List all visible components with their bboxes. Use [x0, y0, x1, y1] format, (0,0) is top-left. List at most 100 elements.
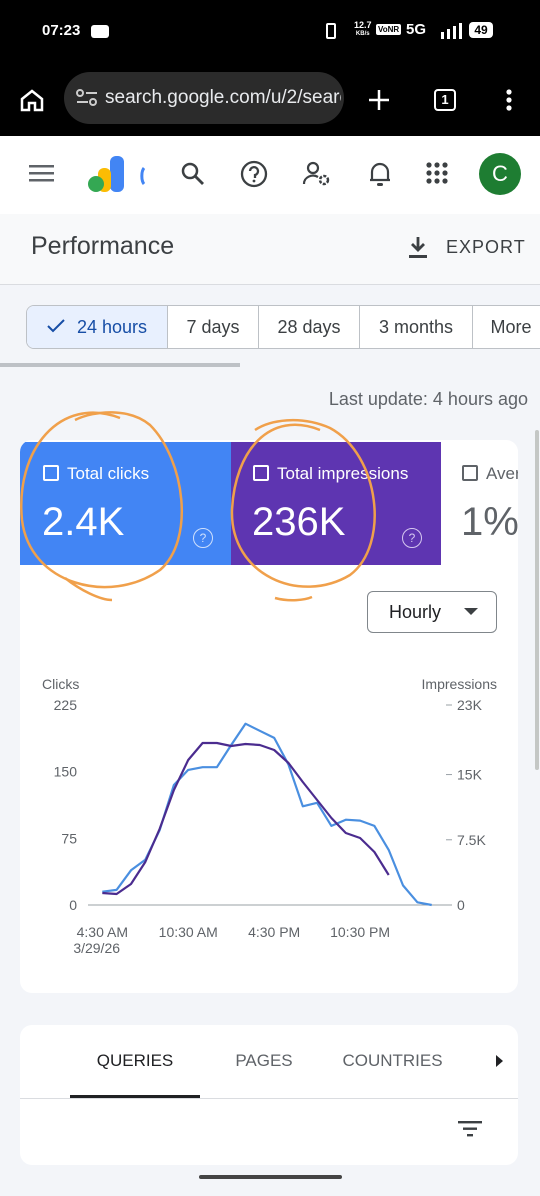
status-bar: 07:23 12.7 KB/s VoNR 5G 49	[0, 0, 540, 62]
metric-impressions[interactable]: Total impressions 236K ?	[231, 442, 441, 565]
tab-indicator	[70, 1095, 200, 1098]
help-icon[interactable]	[240, 160, 268, 188]
divider	[20, 1098, 518, 1099]
annotation-stroke	[64, 577, 113, 602]
granularity: Hourly	[389, 602, 442, 622]
filter-icon[interactable]	[458, 1121, 482, 1137]
annotation-circle	[20, 411, 184, 589]
x-tick-label: 4:30 PM	[248, 924, 300, 940]
search-icon[interactable]	[180, 161, 206, 187]
icon	[91, 25, 109, 38]
date-range-tabs: 24 hours 7 days 28 days 3 months More	[26, 305, 540, 349]
y2-tick-label: 7.5K	[457, 832, 486, 848]
speed-value: 12.7	[354, 20, 372, 30]
annotation-circle	[230, 418, 376, 588]
metric-value: 2.4K	[42, 500, 125, 544]
metric-value: 236K	[252, 500, 346, 544]
new-tab-button[interactable]	[367, 88, 391, 112]
metric-ctr[interactable]: Aver 1%	[441, 442, 518, 565]
y2-tick-label: 15K	[457, 767, 483, 783]
y2-tick-label: 23K	[457, 697, 483, 713]
date-tab-label: 28 days	[277, 317, 341, 337]
help-icon[interactable]: ?	[402, 528, 422, 548]
date-tab[interactable]: 24 hours	[27, 306, 168, 348]
metric-label: Total clicks	[67, 464, 150, 483]
metric-clicks[interactable]: Total clicks 2.4K ?	[20, 442, 231, 565]
header: Performance EXPORT	[0, 214, 540, 285]
checkbox[interactable]	[253, 465, 269, 481]
vonr: VoNR	[376, 24, 402, 35]
y-tick-label: 75	[61, 830, 77, 846]
time: 07:23	[42, 22, 81, 39]
x-tick-label: 4:30 AM 3/29/26	[73, 924, 128, 956]
vibrate-icon	[326, 23, 336, 39]
y2-tick-label: 0	[457, 897, 465, 913]
metric-label: Total impressions	[277, 464, 409, 483]
logo	[88, 156, 146, 192]
tab-pages[interactable]: PAGES	[235, 1051, 293, 1070]
date-tab[interactable]: 3 months	[360, 306, 473, 348]
x-tick-label-line: 4:30 AM	[77, 924, 128, 940]
date-tab-label: 7 days	[186, 317, 240, 337]
date-tab[interactable]: 7 days	[168, 306, 259, 348]
tab-count[interactable]: 1	[434, 89, 456, 111]
tabs-next[interactable]	[496, 1055, 504, 1067]
tab-queries[interactable]: QUERIES	[96, 1051, 174, 1070]
granularity-select[interactable]: Hourly	[367, 591, 497, 633]
date-tab-label: 24 hours	[76, 317, 148, 337]
speed-unit: KB/s	[355, 31, 370, 37]
x-tick-label: 10:30 AM	[159, 924, 218, 940]
y-tick-label: 0	[69, 897, 77, 913]
home-button[interactable]	[19, 88, 45, 112]
battery: 49	[469, 22, 493, 38]
annotation-stroke	[274, 595, 313, 602]
signal-icon	[441, 23, 462, 39]
page-scrollbar	[535, 430, 539, 770]
y-axis-title: Clicks	[42, 676, 79, 692]
y-tick-label: 225	[54, 697, 78, 713]
url-bar[interactable]: search.google.com/u/2/searc	[64, 72, 344, 124]
export-button[interactable]: EXPORT	[446, 237, 526, 257]
performance-card: Total clicks 2.4K ? Total impressions 23…	[20, 440, 518, 993]
y2-axis-title: Impressions	[422, 676, 497, 692]
url: search.google.com/u/2/searc	[105, 87, 341, 108]
date-tab-label: 3 months	[378, 317, 454, 337]
home-indicator	[199, 1175, 342, 1179]
menu-icon[interactable]	[29, 164, 55, 184]
y-tick-label: 150	[54, 764, 78, 780]
metric-value: 1%	[461, 500, 518, 544]
avatar[interactable]: C	[479, 153, 521, 195]
site-settings-icon[interactable]	[76, 89, 98, 107]
apps-icon[interactable]	[426, 162, 448, 184]
help-icon[interactable]: ?	[193, 528, 213, 548]
table-card: QUERIES PAGES COUNTRIES	[20, 1025, 518, 1165]
date-tab-label: More	[490, 317, 532, 337]
admin-icon[interactable]	[302, 160, 332, 188]
date-tab[interactable]: 28 days	[259, 306, 360, 348]
metric-label: Aver	[486, 464, 518, 483]
notifications-icon[interactable]	[368, 160, 392, 188]
date-tab[interactable]: More	[473, 306, 540, 348]
series-line	[102, 741, 390, 896]
x-tick-label-line: 10:30 AM	[159, 924, 218, 940]
network: 5G	[406, 21, 427, 38]
menu-button[interactable]	[504, 88, 514, 114]
checkbox[interactable]	[462, 465, 478, 481]
series-line	[102, 722, 432, 907]
browser-bar: search.google.com/u/2/searc 1	[0, 62, 540, 136]
speed: 12.7 KB/s	[354, 21, 372, 39]
x-tick-label-line: 3/29/26	[73, 940, 120, 956]
export-icon[interactable]	[408, 236, 428, 260]
last-update: Last update: 4 hours ago	[328, 389, 528, 409]
x-tick-label-line: 10:30 PM	[330, 924, 390, 940]
checkbox[interactable]	[43, 465, 59, 481]
x-tick-label-line: 4:30 PM	[248, 924, 300, 940]
tab-countries[interactable]: COUNTRIES	[342, 1051, 443, 1070]
app-bar: C	[0, 136, 540, 214]
dropdown-arrow	[464, 608, 478, 615]
check-icon	[47, 319, 65, 333]
x-tick-label: 10:30 PM	[330, 924, 390, 940]
page-title: Performance	[31, 232, 175, 260]
